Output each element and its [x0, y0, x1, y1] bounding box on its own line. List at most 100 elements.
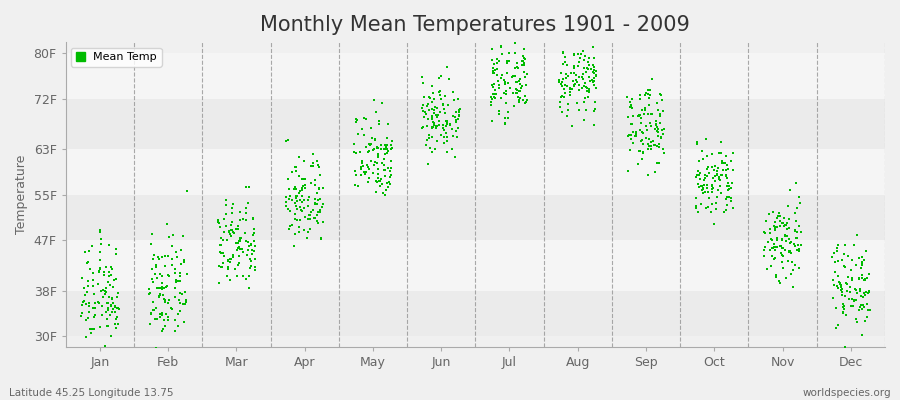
Point [425, 113, 439, 119]
Point [362, 175, 376, 181]
Point [222, 228, 237, 234]
Point [494, 94, 508, 101]
Point [349, 119, 364, 125]
Point [575, 74, 590, 80]
Point [164, 305, 178, 311]
Point [384, 138, 399, 144]
Point [837, 302, 851, 309]
Point [562, 92, 577, 98]
Point [585, 44, 599, 50]
Point [698, 175, 713, 181]
Point [428, 110, 442, 116]
Point [212, 216, 226, 223]
Point [714, 190, 728, 196]
Point [213, 224, 228, 230]
Point [278, 194, 293, 200]
Point [695, 186, 709, 193]
Point [652, 133, 666, 139]
Point [714, 139, 728, 145]
Point [649, 122, 663, 128]
Point [374, 141, 388, 148]
Point [302, 194, 317, 200]
Point [110, 314, 124, 320]
Point [380, 150, 394, 156]
Point [294, 176, 309, 182]
Point [415, 102, 429, 108]
Point [705, 164, 719, 170]
Point [719, 183, 733, 189]
Point [310, 218, 325, 224]
Point [765, 253, 779, 260]
Point [861, 288, 876, 294]
Point [353, 149, 367, 156]
Point [656, 108, 670, 115]
Point [156, 325, 170, 332]
Point [794, 229, 808, 236]
Point [359, 169, 374, 176]
Point [147, 306, 161, 313]
Point [79, 301, 94, 307]
Point [214, 264, 229, 270]
Point [722, 186, 736, 192]
Point [382, 178, 396, 185]
Point [383, 173, 398, 180]
Point [233, 238, 248, 244]
Point [577, 57, 591, 63]
Point [578, 80, 592, 86]
Point [508, 50, 523, 56]
Point [562, 88, 577, 95]
Point [232, 244, 247, 250]
Point [425, 116, 439, 122]
Point [371, 170, 385, 177]
Point [425, 123, 439, 130]
Point [629, 131, 643, 138]
Point [310, 201, 324, 207]
Point [842, 296, 857, 302]
Point [792, 246, 806, 252]
Point [168, 317, 183, 323]
Point [724, 185, 738, 192]
Point [83, 266, 97, 272]
Point [156, 292, 170, 298]
Point [108, 303, 122, 310]
Title: Monthly Mean Temperatures 1901 - 2009: Monthly Mean Temperatures 1901 - 2009 [260, 15, 690, 35]
Point [772, 210, 787, 217]
Point [483, 102, 498, 108]
Point [306, 150, 320, 157]
Point [691, 208, 706, 215]
Point [158, 284, 173, 290]
Point [98, 290, 112, 297]
Point [146, 298, 160, 305]
Point [382, 168, 397, 174]
Point [104, 264, 119, 270]
Point [788, 228, 802, 234]
Point [580, 59, 595, 65]
Point [99, 264, 113, 270]
Point [283, 207, 297, 214]
Point [577, 83, 591, 89]
Point [643, 120, 657, 126]
Point [439, 119, 454, 125]
Point [430, 138, 445, 144]
Point [648, 169, 662, 175]
Point [94, 236, 108, 242]
Point [706, 174, 720, 181]
Point [767, 241, 781, 247]
Point [168, 249, 183, 255]
Point [241, 238, 256, 245]
Point [498, 80, 512, 87]
Point [153, 310, 167, 317]
Point [242, 273, 256, 280]
Point [557, 86, 572, 92]
Point [96, 294, 111, 300]
Point [634, 129, 649, 135]
Point [835, 257, 850, 263]
Point [828, 269, 842, 275]
Point [705, 183, 719, 189]
Point [281, 137, 295, 143]
Point [95, 302, 110, 309]
Point [368, 189, 382, 195]
Point [292, 172, 306, 179]
Point [720, 194, 734, 200]
Point [221, 264, 236, 270]
